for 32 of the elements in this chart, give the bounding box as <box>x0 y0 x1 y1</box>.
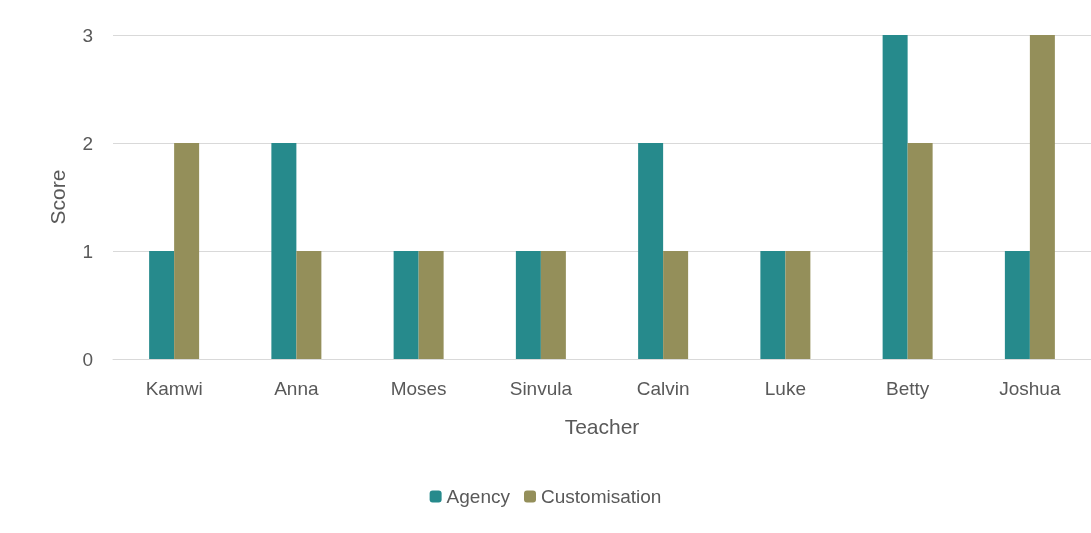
x-axis-title: Teacher <box>564 415 640 438</box>
legend-label: Customisation <box>541 486 662 507</box>
bar <box>785 251 811 359</box>
bar <box>515 251 541 359</box>
bar <box>638 143 664 359</box>
bar <box>418 251 444 359</box>
x-tick-label: Luke <box>764 378 806 399</box>
y-axis-title: Score <box>46 169 69 225</box>
x-tick-label: Anna <box>274 378 319 399</box>
bar <box>296 251 322 359</box>
bar <box>271 143 297 359</box>
legend-label: Agency <box>446 486 511 507</box>
bar <box>1029 35 1055 359</box>
x-tick-label: Calvin <box>636 378 690 399</box>
y-tick-label: 3 <box>82 24 93 46</box>
bar <box>540 251 566 359</box>
y-tick-label: 1 <box>82 240 93 262</box>
x-tick-label: Moses <box>390 378 447 399</box>
bar <box>663 251 689 359</box>
bar <box>882 35 908 359</box>
bar <box>393 251 419 359</box>
bar <box>1004 251 1030 359</box>
bar <box>174 143 200 359</box>
bar <box>907 143 933 359</box>
bar <box>149 251 175 359</box>
y-tick-label: 2 <box>82 132 93 154</box>
y-tick-label: 0 <box>82 348 93 370</box>
bar <box>760 251 786 359</box>
x-tick-label: Sinvula <box>509 378 573 399</box>
x-tick-label: Betty <box>885 378 930 399</box>
x-tick-label: Joshua <box>999 378 1061 399</box>
x-tick-label: Kamwi <box>145 378 203 399</box>
